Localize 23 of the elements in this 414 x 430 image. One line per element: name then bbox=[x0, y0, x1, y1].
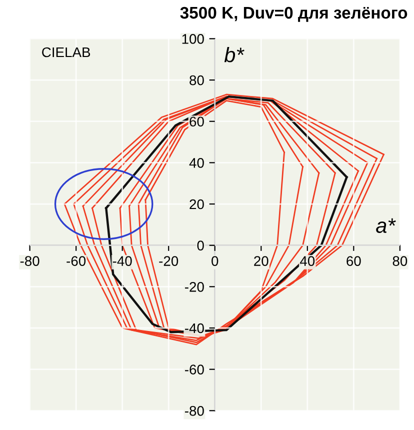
x-tick-label: 40 bbox=[300, 256, 315, 266]
x-tick-label: 60 bbox=[346, 256, 361, 266]
y-axis-title: b* bbox=[224, 46, 244, 62]
x-axis-title: a* bbox=[376, 218, 396, 233]
x-tick-label: -40 bbox=[112, 256, 132, 266]
y-tick-label: 40 bbox=[189, 158, 204, 168]
y-tick-label: -60 bbox=[184, 364, 204, 374]
y-tick-label: 20 bbox=[190, 199, 204, 210]
y-tick-label: 100 bbox=[182, 34, 204, 44]
x-tick-label: -20 bbox=[159, 256, 178, 266]
annotation: CIELAB bbox=[42, 47, 90, 58]
x-tick-label: -60 bbox=[66, 256, 86, 266]
y-tick-label: 80 bbox=[190, 75, 204, 86]
y-tick-label: -40 bbox=[184, 323, 204, 334]
x-tick-label: 20 bbox=[254, 256, 268, 266]
x-tick-label: 0 bbox=[212, 256, 218, 266]
y-tick-label: 60 bbox=[190, 116, 204, 127]
x-tick-label: 80 bbox=[392, 256, 408, 266]
x-tick-label: -80 bbox=[20, 256, 40, 266]
y-tick-label: -20 bbox=[184, 282, 204, 292]
y-tick-label: -80 bbox=[184, 406, 204, 416]
chart-title: 3500 K, Duv=0 для зелёного bbox=[180, 6, 408, 22]
y-tick-label: 0 bbox=[197, 240, 204, 251]
